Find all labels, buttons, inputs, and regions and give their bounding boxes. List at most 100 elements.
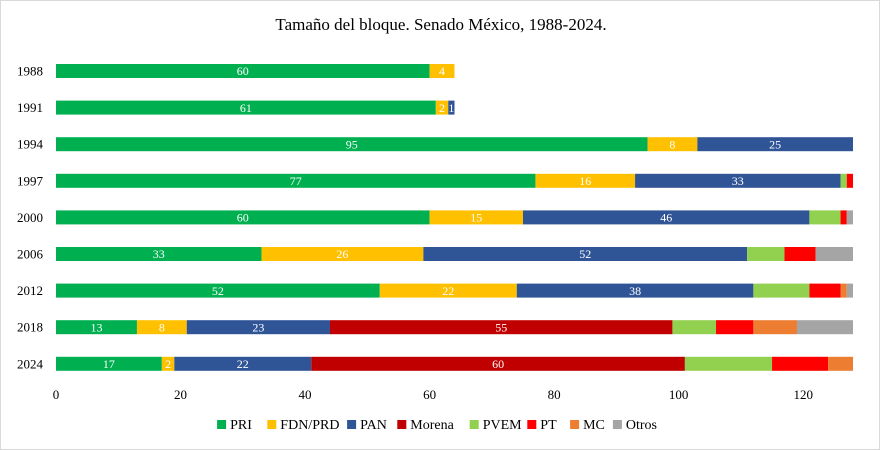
legend-swatch-pan [347, 420, 357, 429]
bar-fdn-prd-2012 [379, 283, 517, 298]
bar-pri-1997 [56, 173, 536, 188]
bar-otros-2018 [796, 320, 853, 335]
data-label-pri-2012: 52 [212, 284, 224, 298]
data-label-pan-2000: 46 [660, 211, 672, 225]
data-label-fdn-prd-1988: 4 [439, 64, 445, 78]
data-label-pri-1991: 61 [240, 101, 252, 115]
data-label-fdn-prd-2024: 2 [165, 357, 171, 371]
data-label-pri-2006: 33 [153, 247, 165, 261]
data-label-pan-2012: 38 [629, 284, 641, 298]
data-label-fdn-prd-2018: 8 [159, 320, 165, 334]
bar-otros-2000 [846, 210, 853, 225]
bar-fdn-prd-2024 [161, 356, 175, 371]
legend-label-morena: Morena [410, 418, 454, 433]
legend-swatch-pt [527, 420, 537, 429]
x-tick-label-120: 120 [793, 387, 813, 402]
legend-swatch-pvem [469, 420, 479, 429]
legend-swatch-mc [570, 420, 580, 429]
bar-pvem-2018 [672, 320, 717, 335]
x-tick-label-40: 40 [299, 387, 312, 402]
data-label-morena-2018: 55 [495, 320, 507, 334]
data-label-fdn-prd-1994: 8 [669, 137, 675, 151]
category-label-1997: 1997 [17, 173, 44, 188]
bar-pvem-1997 [840, 173, 847, 188]
data-label-pri-1988: 60 [237, 64, 249, 78]
data-label-pri-2024: 17 [103, 357, 115, 371]
data-label-fdn-prd-2012: 22 [442, 284, 454, 298]
bar-fdn-prd-1994 [647, 137, 698, 152]
bar-pt-2006 [784, 247, 816, 261]
data-label-pri-2018: 13 [90, 320, 102, 334]
bar-fdn-prd-1997 [535, 173, 636, 188]
legend-label-pan: PAN [360, 418, 387, 433]
bar-pri-2006 [56, 247, 262, 261]
bar-pt-1997 [846, 173, 853, 188]
bar-mc-2012 [840, 283, 847, 298]
legend-swatch-otros [612, 420, 622, 429]
data-label-pan-2018: 23 [252, 320, 264, 334]
bar-pri-2012 [56, 283, 380, 298]
bar-mc-2024 [828, 356, 853, 371]
legend-swatch-morena [397, 420, 407, 429]
bar-pri-2018 [56, 320, 137, 335]
legend-label-otros: Otros [626, 418, 657, 433]
data-label-pri-2000: 60 [237, 211, 249, 225]
bar-mc-2018 [753, 320, 797, 335]
data-label-fdn-prd-2000: 15 [470, 211, 482, 225]
data-label-fdn-prd-2006: 26 [336, 247, 348, 261]
bar-pvem-2000 [809, 210, 841, 225]
legend-label-pri: PRI [230, 418, 252, 433]
bar-pri-1988 [56, 64, 430, 78]
data-label-pan-1994: 25 [769, 137, 781, 151]
data-label-pan-1997: 33 [732, 174, 744, 188]
bar-pri-2000 [56, 210, 430, 225]
bar-pvem-2012 [753, 283, 810, 298]
data-label-pan-1991: 1 [448, 101, 454, 115]
data-label-fdn-prd-1991: 2 [439, 101, 445, 115]
bars-group [56, 64, 853, 371]
bar-pan-2000 [522, 210, 810, 225]
bar-pt-2000 [840, 210, 847, 225]
legend-swatch-fdn-prd [267, 420, 277, 429]
x-tick-label-60: 60 [423, 387, 436, 402]
category-labels: 1988 1991 1994 1997 2000 2006 2012 2018 2024 [17, 64, 44, 372]
bar-pan-2018 [186, 320, 330, 335]
bar-pan-2012 [516, 283, 754, 298]
bar-pan-1994 [697, 137, 853, 152]
legend-label-fdn-prd: FDN/PRD [280, 418, 339, 433]
bar-otros-2012 [846, 283, 853, 298]
bar-pri-1994 [56, 137, 648, 152]
bar-pt-2018 [716, 320, 754, 335]
bar-pvem-2024 [684, 356, 773, 371]
bar-pt-2024 [772, 356, 829, 371]
x-tick-label-0: 0 [53, 387, 60, 402]
category-label-2006: 2006 [17, 247, 44, 262]
legend-swatch-pri [217, 420, 227, 429]
bar-pri-2024 [56, 356, 162, 371]
data-label-pan-2006: 52 [579, 247, 591, 261]
data-label-pan-2024: 22 [237, 357, 249, 371]
category-label-2012: 2012 [17, 283, 43, 298]
bar-pan-2024 [174, 356, 312, 371]
category-label-1991: 1991 [17, 100, 43, 115]
bar-pvem-2006 [747, 247, 785, 261]
bar-fdn-prd-1991 [435, 100, 449, 115]
category-label-2000: 2000 [17, 210, 43, 225]
category-label-2024: 2024 [17, 356, 44, 371]
bar-otros-2006 [815, 247, 853, 261]
x-axis: 0 20 40 60 80 100 120 [53, 387, 813, 402]
category-label-1988: 1988 [17, 64, 43, 79]
bar-pan-1997 [635, 173, 841, 188]
bar-pan-1991 [448, 100, 455, 115]
legend: PRI FDN/PRD PAN Morena PVEM PT MC Otros [217, 418, 657, 433]
legend-label-mc: MC [583, 418, 605, 433]
data-label-pri-1997: 77 [290, 174, 302, 188]
bar-pt-2012 [809, 283, 841, 298]
bar-fdn-prd-1988 [429, 64, 455, 78]
legend-label-pt: PT [540, 418, 557, 433]
x-tick-label-80: 80 [548, 387, 561, 402]
legend-label-pvem: PVEM [483, 418, 522, 433]
